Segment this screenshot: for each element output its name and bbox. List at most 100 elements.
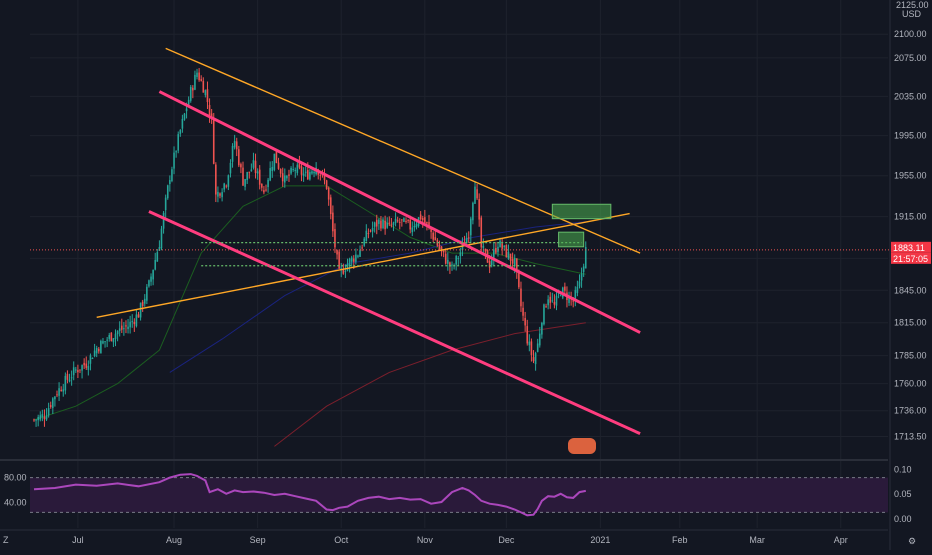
settings-gear-icon[interactable]: ⚙ <box>908 536 916 546</box>
price-tick-label: 1815.00 <box>894 318 927 328</box>
candle-body <box>279 169 282 174</box>
price-tick-label: 1736.00 <box>894 406 927 416</box>
candle-body <box>541 322 543 335</box>
candle-body <box>252 160 255 168</box>
candle-body <box>505 245 508 258</box>
candle-body <box>403 218 405 222</box>
candle-body <box>367 233 370 235</box>
candle-body <box>277 162 280 169</box>
candle-body <box>538 333 541 346</box>
candle-body <box>499 240 501 248</box>
candle-body <box>323 175 326 181</box>
candle-body <box>208 104 211 115</box>
candle-body <box>555 295 558 306</box>
candle-body <box>513 258 516 267</box>
time-tick-label: Apr <box>834 535 848 545</box>
candle-body <box>302 173 305 176</box>
candle-body <box>520 288 522 307</box>
candle-body <box>478 199 480 220</box>
candle-body <box>518 270 520 288</box>
trendline-3 <box>158 90 641 334</box>
candle-body <box>484 248 487 252</box>
candle-body <box>215 164 217 195</box>
candle-body <box>284 175 286 183</box>
candle-body <box>584 247 587 269</box>
candle-body <box>488 261 491 268</box>
price-tick-label: 1845.00 <box>894 285 927 295</box>
candle-body <box>534 353 537 365</box>
candle-body <box>480 217 483 248</box>
candle-body <box>183 113 186 120</box>
candle-body <box>181 118 184 129</box>
candle-body <box>271 166 274 171</box>
candle-body <box>421 217 424 221</box>
candle-body <box>419 214 422 220</box>
candle-body <box>313 171 315 174</box>
zoom-toggle-button[interactable]: Z <box>3 535 9 545</box>
candle-body <box>342 269 345 274</box>
price-tick-label: 2075.00 <box>894 53 927 63</box>
candle-body <box>97 348 100 352</box>
candle-body <box>424 217 426 224</box>
candle-body <box>398 221 401 223</box>
price-tick-label: 2100.00 <box>894 29 927 39</box>
candle-body <box>52 398 54 408</box>
candle-body <box>440 246 443 252</box>
candle-body <box>459 252 462 257</box>
candle-body <box>359 250 361 257</box>
moving-average-line-1 <box>33 185 586 421</box>
candle-body <box>304 171 307 173</box>
candle-body <box>396 220 399 222</box>
candle-body <box>164 197 167 211</box>
price-tick-label: 1713.50 <box>894 432 927 442</box>
candle-body <box>298 161 301 168</box>
candle-body <box>390 224 393 226</box>
candle-body <box>300 166 303 175</box>
candle-body <box>125 325 127 327</box>
candle-body <box>244 178 246 187</box>
candle-body <box>428 222 430 227</box>
candle-body <box>58 388 60 396</box>
candle-body <box>578 281 581 287</box>
candle-body <box>227 175 230 187</box>
candle-body <box>509 253 512 261</box>
candle-body <box>495 247 497 253</box>
candle-body <box>175 151 177 153</box>
candle-body <box>549 296 552 303</box>
candle-body <box>476 189 478 199</box>
candle-body <box>204 90 207 96</box>
candle-body <box>371 227 374 232</box>
candle-body <box>380 220 382 229</box>
time-tick-label: Nov <box>417 535 434 545</box>
candle-body <box>60 389 62 392</box>
candle-body <box>83 362 85 366</box>
candle-body <box>118 328 121 332</box>
indicator-right-tick: 0.05 <box>894 489 912 499</box>
candle-body <box>261 183 263 188</box>
candle-body <box>327 187 330 200</box>
candle-body <box>35 419 37 421</box>
price-tick-label: 2035.00 <box>894 91 927 101</box>
countdown-badge <box>891 252 931 264</box>
candle-body <box>152 269 154 280</box>
candle-body <box>394 218 397 224</box>
candle-body <box>160 228 163 249</box>
price-tick-label: 1995.00 <box>894 131 927 141</box>
candle-body <box>248 171 251 173</box>
candle-body <box>33 419 35 421</box>
candle-body <box>378 219 380 224</box>
countdown-label: 21:57:05 <box>893 254 928 264</box>
candle-body <box>37 416 39 421</box>
candle-body <box>361 247 363 249</box>
candle-body <box>229 162 232 174</box>
candle-body <box>294 169 297 171</box>
time-tick-label: Oct <box>334 535 349 545</box>
candle-body <box>507 251 510 259</box>
drawing-overlays <box>30 47 892 454</box>
candle-body <box>39 415 42 420</box>
candle-body <box>369 230 372 232</box>
candle-body <box>465 237 468 244</box>
candle-body <box>210 113 213 117</box>
candle-body <box>112 338 115 343</box>
